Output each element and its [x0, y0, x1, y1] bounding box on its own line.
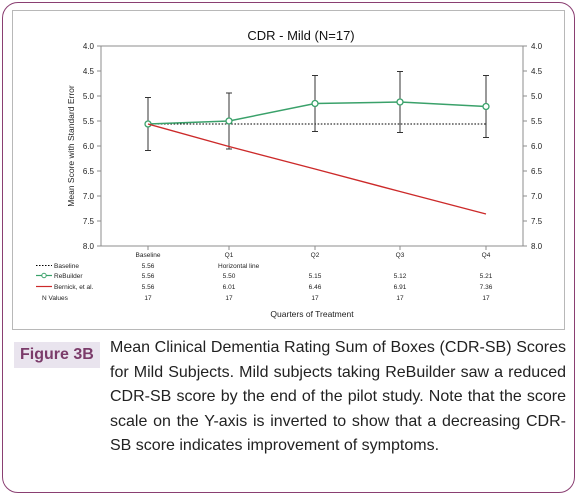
y-tick-label-left: 6.5 [83, 167, 95, 176]
table-cell: 6.46 [309, 284, 322, 291]
data-point-rebuilder [225, 117, 233, 125]
y-tick-label-right: 7.5 [531, 217, 543, 226]
table-row-label: N Values [42, 295, 69, 302]
data-point-rebuilder [396, 98, 404, 106]
y-tick-label-right: 6.5 [531, 167, 543, 176]
y-tick-label-right: 5.0 [531, 92, 543, 101]
table-cell: 6.91 [394, 284, 407, 291]
legend-marker-rebuilder [41, 272, 47, 279]
y-tick-label-right: 4.5 [531, 67, 543, 76]
table-row-label: Baseline [54, 263, 79, 270]
y-axis-label: Mean Score with Standard Error [66, 85, 76, 207]
table-cell: 5.50 [223, 273, 236, 280]
table-cell: 5.56 [142, 263, 155, 270]
chart-svg: CDR - Mild (N=17) Mean Score with Standa… [36, 28, 543, 319]
table-cell: 5.15 [309, 273, 322, 280]
table-cell: 5.21 [480, 273, 493, 280]
chart-title: CDR - Mild (N=17) [247, 28, 354, 43]
data-point-rebuilder [482, 102, 490, 111]
y-tick-label-right: 7.0 [531, 192, 543, 201]
x-tick-label: Q4 [482, 252, 491, 259]
table-cell: 5.56 [142, 273, 155, 280]
y-tick-label-right: 5.5 [531, 117, 543, 126]
series-line-bernick [147, 123, 487, 215]
table-cell: 7.36 [480, 284, 493, 291]
x-axis-label: Quarters of Treatment [270, 309, 354, 319]
y-tick-label-left: 5.5 [83, 117, 95, 126]
x-tick-label: Baseline [136, 252, 161, 259]
y-tick-label-right: 8.0 [531, 242, 543, 251]
table-cell: 5.56 [142, 284, 155, 291]
y-tick-label-left: 4.0 [83, 42, 95, 51]
table-cell: 17 [482, 295, 490, 302]
y-tick-label-right: 4.0 [531, 42, 543, 51]
figure-label: Figure 3B [14, 342, 100, 368]
y-tick-label-left: 8.0 [83, 242, 95, 251]
table-cell: 17 [396, 295, 404, 302]
chart-container [12, 10, 565, 330]
y-tick-label-left: 7.5 [83, 217, 95, 226]
x-tick-label: Q1 [225, 252, 234, 259]
y-tick-label-left: 7.0 [83, 192, 95, 201]
table-cell: 5.12 [394, 273, 407, 280]
y-tick-label-left: 6.0 [83, 142, 95, 151]
x-tick-label: Q3 [396, 252, 405, 259]
table-row-label: Bernick, et al. [54, 284, 94, 291]
y-tick-label-left: 4.5 [83, 67, 95, 76]
x-tick-label: Q2 [311, 252, 320, 259]
y-tick-label-right: 6.0 [531, 142, 543, 151]
figure-caption: Mean Clinical Dementia Rating Sum of Box… [110, 339, 566, 454]
table-cell: 17 [144, 295, 152, 302]
table-cell: 17 [311, 295, 319, 302]
table-cell: 17 [225, 295, 233, 302]
table-row-label: ReBuilder [54, 273, 83, 280]
y-tick-label-left: 5.0 [83, 92, 95, 101]
table-cell: Horizontal line [218, 263, 260, 270]
data-point-rebuilder [311, 99, 319, 108]
table-cell: 6.01 [223, 284, 236, 291]
